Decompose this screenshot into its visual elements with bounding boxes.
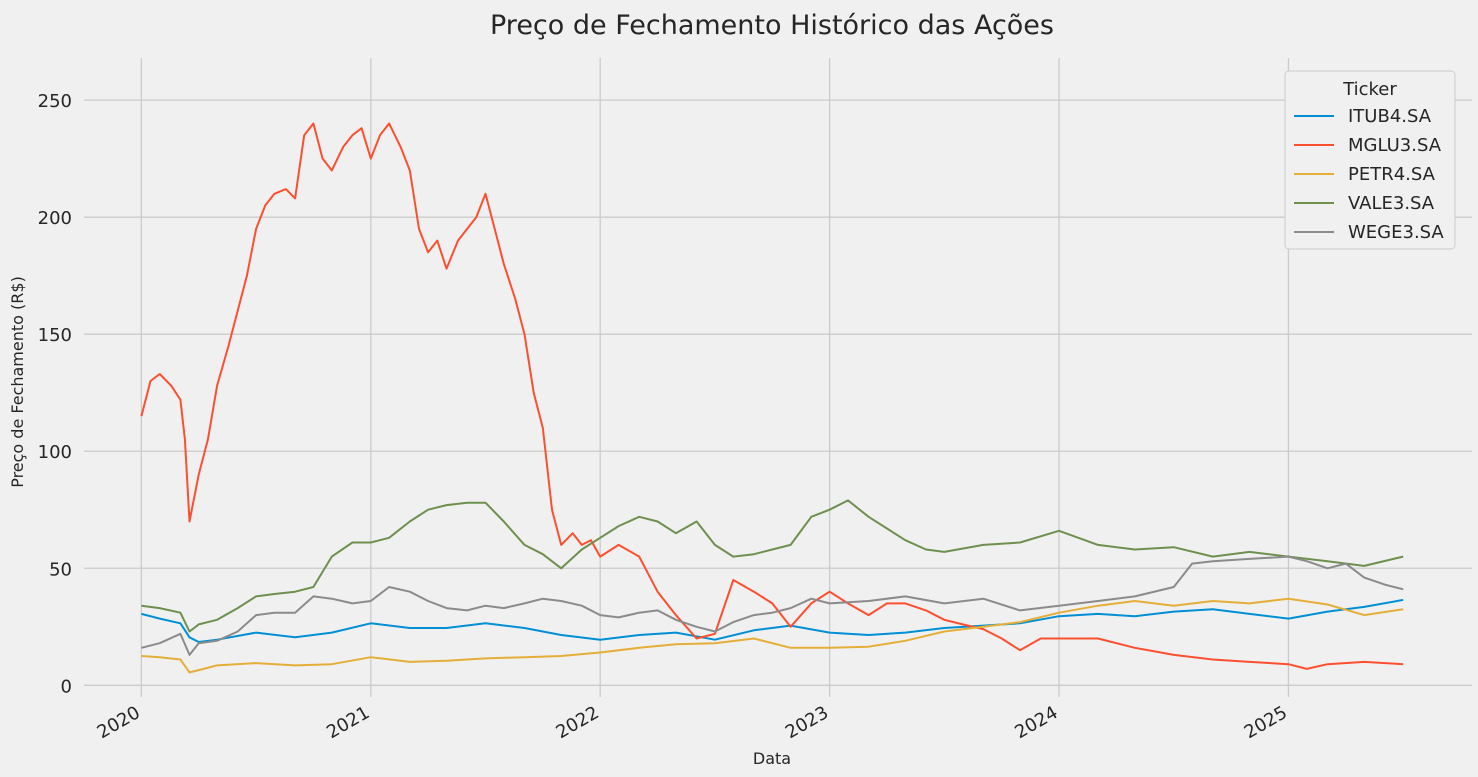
legend-items: ITUB4.SA MGLU3.SA PETR4.SA VALE3.SA WEGE3.SA xyxy=(1294,106,1444,243)
series-line-mglu3-sa xyxy=(140,122,1404,670)
series-lines xyxy=(140,122,1404,674)
y-tick-label: 50 xyxy=(49,559,72,580)
y-tick-label: 250 xyxy=(38,91,72,112)
series-line-vale3-sa xyxy=(141,499,1404,633)
legend-label: ITUB4.SA xyxy=(1348,106,1432,127)
legend: Ticker ITUB4.SA MGLU3.SA PETR4.SA VALE3.SA W… xyxy=(1284,70,1456,250)
y-axis-label: Preço de Fechamento (R$) xyxy=(8,276,27,488)
legend-label: WEGE3.SA xyxy=(1348,222,1444,243)
y-tick-label: 100 xyxy=(38,442,72,463)
series-line-wege3-sa xyxy=(141,555,1404,656)
y-tick-label: 0 xyxy=(61,676,72,697)
y-tick-label: 200 xyxy=(38,208,72,229)
chart-title: Preço de Fechamento Histórico das Ações xyxy=(490,10,1054,41)
legend-label: PETR4.SA xyxy=(1348,164,1436,185)
series-line-petr4-sa xyxy=(141,597,1404,674)
legend-title: Ticker xyxy=(1342,79,1397,100)
legend-label: MGLU3.SA xyxy=(1348,135,1442,156)
y-tick-labels: 0 50 100 150 200 250 xyxy=(38,91,72,697)
y-tick-label: 150 xyxy=(38,325,72,346)
series-line-itub4-sa xyxy=(141,598,1404,643)
legend-label: VALE3.SA xyxy=(1348,193,1435,214)
x-axis-label: Data xyxy=(753,749,791,768)
